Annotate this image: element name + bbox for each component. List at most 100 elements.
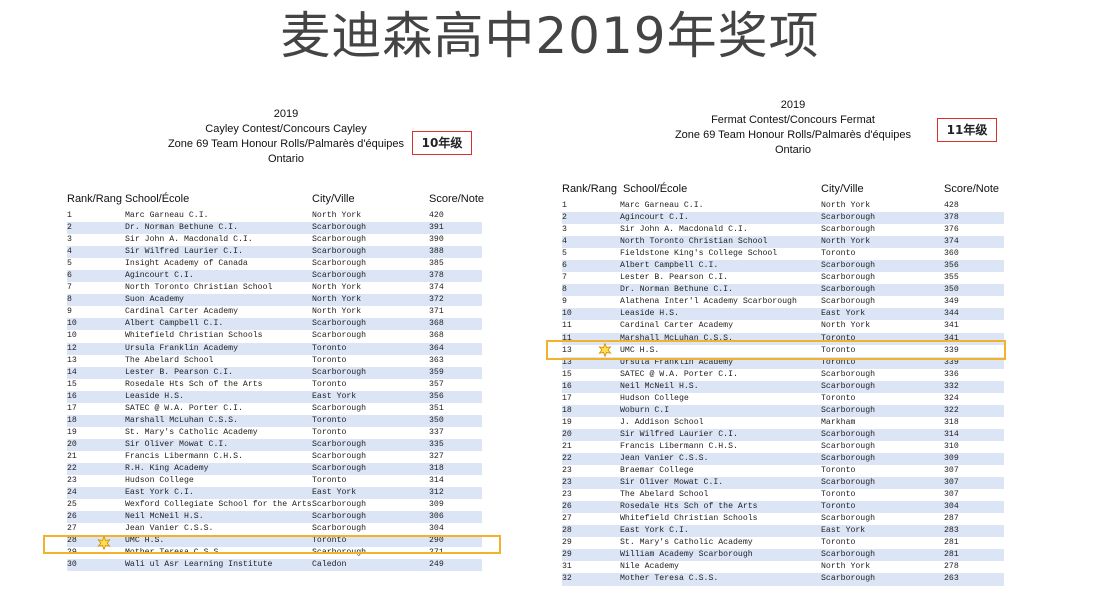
school-cell: Wali ul Asr Learning Institute [125,560,273,570]
score-cell: 350 [944,285,959,295]
star-icon [598,343,612,357]
rank-cell: 27 [67,524,77,534]
school-cell: Sir Wilfred Laurier C.I. [125,247,243,257]
score-cell: 309 [429,500,444,510]
city-cell: North York [821,321,871,331]
city-cell: Scarborough [312,235,367,245]
city-cell: Toronto [312,536,347,546]
table-row: 23 Sir Oliver Mowat C.I. Scarborough 307 [562,477,1004,490]
rank-cell: 32 [562,574,572,584]
school-cell: Agincourt C.I. [620,213,689,223]
score-cell: 368 [429,319,444,329]
city-cell: Scarborough [312,403,367,413]
table-row: 16 Neil McNeil H.S. Scarborough 332 [562,380,1004,393]
city-cell: Scarborough [821,369,876,379]
score-cell: 307 [944,478,959,488]
city-cell: Toronto [312,379,347,389]
score-cell: 390 [429,235,444,245]
school-cell: Neil McNeil H.S. [620,381,699,391]
city-cell: Scarborough [821,429,876,439]
school-cell: R.H. King Academy [125,463,209,473]
table-row: 6 Agincourt C.I. Scarborough 378 [67,270,482,283]
city-cell: Scarborough [821,273,876,283]
score-cell: 376 [944,225,959,235]
school-cell: North Toronto Christian School [125,283,273,293]
table-row: 3 Sir John A. Macdonald C.I. Scarborough 39… [67,234,482,246]
city-cell: Scarborough [312,247,367,257]
score-cell: 356 [429,391,444,401]
score-cell: 324 [944,393,959,403]
school-cell: Ursula Franklin Academy [125,343,239,353]
score-cell: 391 [429,223,444,233]
school-cell: The Abelard School [125,355,214,365]
rank-cell: 21 [67,451,77,461]
rank-cell: 5 [67,259,72,269]
table-row: 21 Francis Libermann C.H.S. Scarborough 310 [562,441,1004,453]
school-cell: Francis Libermann C.H.S. [125,451,243,461]
table-row: 24 East York C.I. East York 312 [67,487,482,500]
school-cell: Marshall McLuhan C.S.S. [125,415,239,425]
school-cell: Albert Campbell C.I. [125,319,224,329]
table-row: 26 Rosedale Hts Sch of the Arts Toronto 304 [562,501,1004,514]
school-cell: Wexford Collegiate School for the Arts [125,500,312,510]
score-cell: 420 [429,211,444,220]
score-cell: 339 [944,345,959,355]
school-cell: Sir Oliver Mowat C.I. [125,439,229,449]
table-row: 3 Sir John A. Macdonald C.I. Scarborough 37… [562,224,1004,236]
city-cell: North York [821,237,871,247]
school-cell: Nile Academy [620,562,679,572]
school-cell: Mother Teresa C.S.S. [620,574,719,584]
school-cell: Sir John A. Macdonald C.I. [620,225,748,235]
school-cell: SATEC @ W.A. Porter C.I. [620,369,738,379]
city-cell: Toronto [312,355,347,365]
school-cell: Dr. Norman Bethune C.I. [620,285,734,295]
city-cell: Scarborough [821,550,876,560]
score-cell: 378 [429,271,444,281]
star-icon [97,536,111,550]
rank-cell: 11 [562,321,572,331]
rank-cell: 31 [562,562,572,572]
city-cell: Scarborough [821,574,876,584]
city-cell: North York [821,562,871,572]
score-cell: 281 [944,550,959,560]
city-cell: North York [312,295,362,305]
table-row: 9 Cardinal Carter Academy North York 371 [67,306,482,318]
left-header-year: 2019 [273,108,299,120]
table-row: 26 Neil McNeil H.S. Scarborough 306 [67,511,482,524]
score-cell: 374 [429,283,444,293]
rank-cell: 18 [562,405,572,415]
right-header-province: Ontario [774,144,812,156]
score-cell: 341 [944,321,959,331]
right-header-contest: Fermat Contest/Concours Fermat [711,114,875,126]
score-cell: 344 [944,309,959,319]
city-cell: Toronto [821,490,856,500]
city-cell: Scarborough [312,512,367,522]
rank-cell: 19 [67,427,77,437]
table-row: 25 Wexford Collegiate School for the Arts… [67,499,482,511]
table-row: 18 Marshall McLuhan C.S.S. Toronto 350 [67,414,482,427]
table-row: 28 East York C.I. East York 283 [562,525,1004,538]
score-cell: 322 [944,405,959,415]
city-cell: Toronto [312,427,347,437]
city-cell: Toronto [821,333,856,343]
table-row: 2 Dr. Norman Bethune C.I. Scarborough 391 [67,222,482,235]
score-cell: 350 [429,415,444,425]
school-cell: St. Mary's Catholic Academy [620,538,753,548]
score-cell: 371 [429,307,444,317]
score-cell: 378 [944,213,959,223]
school-cell: Lester B. Pearson C.I. [125,367,234,377]
city-cell: Scarborough [312,331,367,341]
city-cell: Scarborough [312,500,367,510]
rank-cell: 16 [562,381,572,391]
table-row: 15 Rosedale Hts Sch of the Arts Toronto 357 [67,379,482,391]
school-cell: Fieldstone King's College School [620,249,778,259]
table-row: 1 Marc Garneau C.I. North York 428 [562,200,1004,212]
rank-cell: 7 [562,273,567,283]
rank-cell: 2 [67,223,72,233]
rank-cell: 8 [67,295,72,305]
table-row: 5 Insight Academy of Canada Scarborough 385 [67,258,482,270]
score-cell: 363 [429,355,444,365]
school-cell: Woburn C.I [620,405,670,415]
left-header-contest: Cayley Contest/Concours Cayley [205,123,367,135]
city-cell: East York [821,526,866,536]
